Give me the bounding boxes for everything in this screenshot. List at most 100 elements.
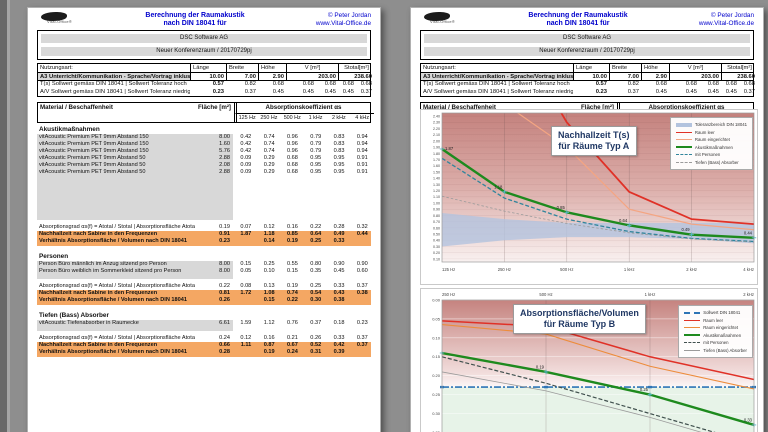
legend-swatch [675, 146, 692, 149]
area-value: 0.24 [219, 334, 230, 341]
series-raum-eingerichtet [442, 324, 754, 390]
svg-text:0.10: 0.10 [433, 257, 440, 261]
svg-text:1.00: 1.00 [433, 201, 440, 205]
brand-name: Vital-Office® [430, 19, 455, 24]
svg-text:0.10: 0.10 [432, 335, 441, 340]
area-value: 0.81 [219, 289, 230, 296]
area-column-header: Fläche [m²] [197, 104, 231, 111]
sabine-row: Nachhallzeit nach Sabine in den Frequenz… [37, 289, 371, 297]
page-header: Vital-Office® Berechnung der Raumakustik… [37, 12, 371, 27]
svg-text:2 kHz: 2 kHz [743, 292, 754, 297]
material-row: vitAcoustic Premium PET 9mm Abstand 50 2.… [37, 154, 371, 162]
point-label: 0.44 [744, 230, 753, 235]
alpha-value: 0.91 [356, 168, 368, 175]
alpha-value: 0.52 [310, 341, 322, 348]
alpha-value: 0.45 [333, 267, 345, 274]
area-value: 0.22 [219, 282, 230, 289]
row-label: vitAcoustic Tiefenabsorber in Raumecke [37, 319, 195, 327]
tolerance-band [442, 212, 754, 247]
alpha-value: 0.68 [287, 168, 298, 175]
legend-item: Raum eingerichtet [684, 324, 747, 332]
alpha-value: 0.33 [333, 238, 345, 244]
alpha-value: 0.35 [310, 267, 322, 274]
legend-swatch [684, 342, 701, 344]
legend-item: mit Personen [684, 339, 747, 347]
website-link[interactable]: www.Vital-Office.de [698, 20, 754, 27]
material-row: vitAcoustic Premium PET 9mm Abstand 150 1… [37, 140, 371, 148]
row-label: Nachhallzeit nach Sabine in den Frequenz… [39, 341, 158, 348]
legend-label: Toleranzbereich DIN 18041 [694, 122, 747, 127]
legend-item: Akustikmaßnahmen [675, 144, 747, 152]
company-name: DSC Software AG [41, 34, 367, 43]
alpha-value: 0.74 [263, 147, 275, 154]
svg-text:1.60: 1.60 [433, 164, 440, 168]
alpha-value: 0.09 [240, 154, 252, 161]
section-heading: Tiefen (Bass) Absorber [39, 311, 109, 319]
svg-text:1.80: 1.80 [433, 152, 440, 156]
section-heading: Akustikmaßnahmen [39, 125, 100, 133]
series-mit-personen [442, 157, 754, 243]
area-value: 0.28 [219, 349, 230, 355]
alpha-value: 0.83 [333, 133, 345, 140]
svg-text:0.80: 0.80 [433, 214, 440, 218]
material-section: Tiefen (Bass) Absorber vitAcoustic Tiefen… [37, 312, 371, 357]
area-value: 1.60 [195, 140, 233, 148]
ratio-row: Verhältnis Absorptionsfläche / Volumen n… [37, 238, 371, 246]
alpha-value: 0.25 [263, 260, 275, 267]
alpha-value: 0.95 [310, 168, 322, 175]
alpha-value: 0.96 [287, 147, 298, 154]
legend-label: Akustikmaßnahmen [703, 332, 742, 338]
alpha-value: 0.21 [287, 334, 298, 341]
row-label: Verhältnis Absorptionsfläche / Volumen n… [39, 238, 187, 244]
row-label: Absorptionsgrad αs(f) = Atotal / Stotal … [39, 223, 195, 230]
row-label: vitAcoustic Premium PET 9mm Abstand 50 [37, 154, 195, 162]
project-title-box: DSC Software AG Neuer Konferenzraum / 20… [37, 30, 371, 60]
row-value: 0.45 [707, 88, 719, 95]
alpha-value: 0.74 [287, 289, 298, 296]
website-link[interactable]: www.Vital-Office.de [315, 20, 371, 27]
legend-item: Raum leer [684, 317, 747, 325]
row-label: vitAcoustic Premium PET 9mm Abstand 150 [37, 147, 195, 155]
row-value: 0.45 [324, 88, 336, 95]
material-row: vitAcoustic Tiefenabsorber in Raumecke 6.… [37, 319, 371, 327]
alpha-value: 0.55 [287, 260, 298, 267]
row-label: vitAcoustic Premium PET 9mm Abstand 50 [37, 168, 195, 176]
target-av-row: A/V Sollwert gemäss DIN 18041 | Sollwert… [38, 88, 372, 97]
room-parameters-table: Nutzungsart: Länge Breite Höhe V [m³] Stotal[… [420, 63, 755, 97]
row-value: 0.57 [212, 81, 224, 87]
svg-text:1.20: 1.20 [433, 189, 440, 193]
volume-header: V [m³] [669, 64, 721, 72]
legend-swatch [684, 311, 701, 314]
row-label: Verhältnis Absorptionsfläche / Volumen n… [39, 349, 187, 355]
alpha-value: 0.91 [356, 154, 368, 161]
row-value: 0.37 [360, 88, 372, 95]
svg-text:0.50: 0.50 [433, 232, 440, 236]
copyright-text: © Peter Jordan [710, 12, 754, 19]
alpha-value: 0.29 [263, 168, 275, 175]
alpha-value: 0.94 [356, 140, 368, 147]
room-table-header-row: Nutzungsart: Länge Breite Höhe V [m³] Stotal[… [38, 64, 370, 73]
alpha-value: 0.37 [356, 341, 368, 348]
width-header: Breite [226, 64, 258, 72]
height-header: Höhe [641, 64, 669, 72]
series-tiefen-bass-absorber [442, 195, 754, 243]
alpha-value: 0.19 [263, 349, 275, 355]
document-title: Berechnung der Raumakustik nach DIN 1804… [99, 12, 291, 28]
target-t-row: T(s) Sollwert gemäss DIN 18041 | Sollwer… [38, 81, 372, 89]
svg-text:2.10: 2.10 [433, 133, 440, 137]
alpha-value: 0.80 [310, 260, 322, 267]
alpha-value: 0.22 [310, 223, 322, 230]
alpha-value: 0.16 [287, 223, 298, 230]
series-tiefen-bass-absorber [442, 371, 702, 432]
absorption-row: Absorptionsgrad αs(f) = Atotal / Stotal … [37, 282, 371, 290]
alpha-value: 1.18 [263, 230, 275, 237]
series-akustikma-nahmen [442, 351, 754, 427]
usage-value: A3 Unterricht/Kommunikation - Sprache/Vo… [38, 73, 190, 80]
area-value: 0.19 [219, 223, 230, 230]
alpha-value: 0.79 [310, 133, 322, 140]
row-value: 0.45 [685, 88, 697, 95]
row-label: Absorptionsgrad αs(f) = Atotal / Stotal … [39, 334, 195, 341]
alpha-value: 0.38 [333, 297, 345, 303]
material-row: vitAcoustic Premium PET 9mm Abstand 50 2.… [37, 161, 371, 169]
row-value: 0.68 [324, 81, 336, 87]
